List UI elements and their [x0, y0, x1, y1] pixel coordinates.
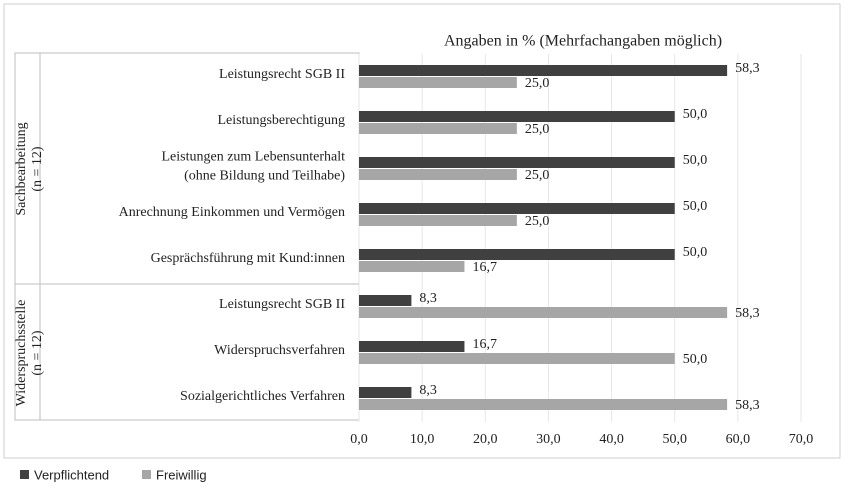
- value-label: 16,7: [472, 337, 497, 352]
- bar: [359, 215, 517, 226]
- x-tick-label: 20,0: [473, 432, 498, 447]
- x-tick-label: 40,0: [599, 432, 624, 447]
- x-tick-label: 70,0: [789, 432, 814, 447]
- x-tick-label: 0,0: [350, 432, 368, 447]
- category-label: Gesprächsführung mit Kund:innen: [151, 251, 345, 266]
- bar: [359, 65, 728, 76]
- x-tick-label: 60,0: [726, 432, 751, 447]
- bar: [359, 261, 465, 272]
- value-label: 50,0: [683, 153, 708, 168]
- category-label: Leistungsberechtigung: [217, 113, 345, 128]
- legend-label: Freiwillig: [156, 467, 207, 482]
- bar: [359, 399, 728, 410]
- value-label: 50,0: [683, 352, 708, 367]
- legend-swatch: [142, 470, 151, 479]
- category-label: Leistungen zum Lebensunterhalt: [162, 150, 346, 165]
- bar: [359, 249, 675, 260]
- value-label: 58,3: [735, 398, 760, 413]
- bar: [359, 157, 675, 168]
- bar: [359, 353, 675, 364]
- bar: [359, 111, 675, 122]
- category-label: (ohne Bildung und Teilhabe): [184, 169, 345, 184]
- category-label: Sozialgerichtliches Verfahren: [180, 389, 345, 404]
- value-label: 25,0: [525, 76, 550, 91]
- group-box: [14, 52, 41, 421]
- category-box: [39, 52, 360, 421]
- bar: [359, 169, 517, 180]
- x-tick-label: 10,0: [410, 432, 435, 447]
- group-label: (n = 12): [30, 330, 45, 376]
- category-label: Leistungsrecht SGB II: [219, 297, 345, 312]
- chart-frame: [3, 3, 841, 459]
- axis-title: Angaben in % (Mehrfachangaben möglich): [444, 33, 722, 50]
- category-label: Widerspruchsverfahren: [214, 343, 345, 358]
- value-label: 58,3: [735, 306, 760, 321]
- value-label: 50,0: [683, 199, 708, 214]
- value-label: 50,0: [683, 107, 708, 122]
- group-label: (n = 12): [30, 146, 45, 192]
- x-tick-label: 50,0: [662, 432, 687, 447]
- bar: [359, 123, 517, 134]
- x-tick-label: 30,0: [536, 432, 561, 447]
- value-label: 25,0: [525, 122, 550, 137]
- value-label: 8,3: [419, 383, 437, 398]
- bar: [359, 295, 412, 306]
- category-label: Leistungsrecht SGB II: [219, 67, 345, 82]
- bar: [359, 77, 517, 88]
- category-label: Anrechnung Einkommen und Vermögen: [119, 205, 345, 220]
- value-label: 50,0: [683, 245, 708, 260]
- bar: [359, 307, 728, 318]
- group-label: Widerspruchsstelle: [14, 300, 29, 407]
- legend-label: Verpflichtend: [34, 467, 109, 482]
- bar: [359, 203, 675, 214]
- legend-swatch: [20, 470, 29, 479]
- value-label: 58,3: [735, 61, 760, 76]
- group-label: Sachbearbeitung: [14, 122, 29, 215]
- value-label: 25,0: [525, 168, 550, 183]
- value-label: 25,0: [525, 214, 550, 229]
- bar: [359, 341, 465, 352]
- value-label: 8,3: [419, 291, 437, 306]
- value-label: 16,7: [472, 260, 497, 275]
- bar: [359, 387, 412, 398]
